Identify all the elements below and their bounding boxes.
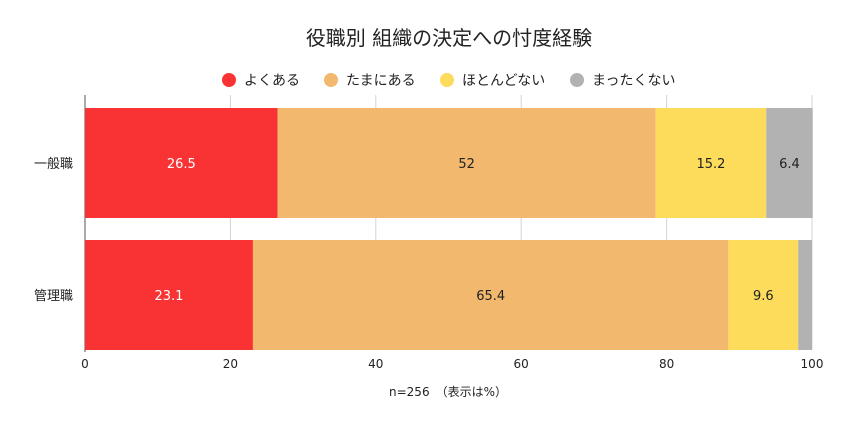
data-label: 26.5 xyxy=(167,157,196,172)
bar-segment xyxy=(655,108,767,218)
legend-label: ほとんどない xyxy=(462,73,545,89)
legend-swatch xyxy=(324,73,338,87)
bar-segment xyxy=(252,240,729,350)
chart-title: 役職別 組織の決定への忖度経験 xyxy=(306,26,592,50)
x-axis-ticks: 0 20 40 60 80 100 xyxy=(81,357,823,371)
legend-swatch xyxy=(222,73,236,87)
bar-segment xyxy=(277,108,656,218)
bar-segment xyxy=(85,240,253,350)
data-label: 52 xyxy=(458,157,475,172)
category-label: 一般職 xyxy=(34,156,73,172)
data-label: 23.1 xyxy=(154,289,183,304)
legend-label: よくある xyxy=(244,73,300,89)
x-tick-label: 40 xyxy=(368,357,383,371)
x-tick-label: 100 xyxy=(801,357,824,371)
legend: よくある たまにある ほとんどない まったくない xyxy=(222,73,675,89)
category-label: 管理職 xyxy=(34,289,73,304)
x-tick-label: 80 xyxy=(659,357,674,371)
bars: 26.5 52 15.2 6.4 23.1 65.4 9.6 xyxy=(85,108,813,350)
bar-segment xyxy=(798,240,812,350)
legend-swatch xyxy=(570,73,584,87)
bar-segment xyxy=(85,108,278,218)
data-label: 15.2 xyxy=(696,157,725,172)
x-tick-label: 60 xyxy=(514,357,529,371)
legend-label: たまにある xyxy=(346,73,416,89)
bar-segment xyxy=(766,108,813,218)
x-tick-label: 0 xyxy=(81,357,89,371)
footnote: n=256 （表示は%） xyxy=(389,385,507,399)
x-tick-label: 20 xyxy=(223,357,238,371)
legend-swatch xyxy=(440,73,454,87)
data-label: 9.6 xyxy=(753,289,774,304)
data-label: 6.4 xyxy=(779,157,800,172)
legend-label: まったくない xyxy=(592,73,675,89)
bar-segment xyxy=(728,240,799,350)
data-label: 65.4 xyxy=(476,289,505,304)
